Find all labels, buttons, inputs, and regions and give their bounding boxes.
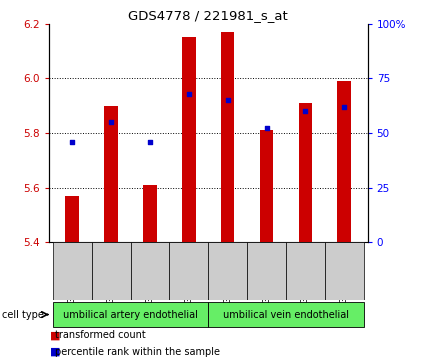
Bar	[325, 242, 364, 300]
Bar	[260, 130, 273, 242]
Bar	[182, 37, 196, 242]
Text: percentile rank within the sample: percentile rank within the sample	[55, 347, 220, 357]
Text: ■: ■	[50, 347, 60, 357]
Text: cell type: cell type	[2, 310, 44, 319]
Bar	[53, 242, 92, 300]
Bar	[221, 32, 235, 242]
Bar	[170, 242, 208, 300]
Bar	[299, 103, 312, 242]
Bar	[104, 106, 118, 242]
Bar	[208, 302, 364, 327]
Point	[224, 97, 231, 103]
Point	[69, 139, 76, 144]
Text: transformed count: transformed count	[55, 330, 145, 340]
Text: ■: ■	[50, 330, 60, 340]
Bar	[130, 242, 170, 300]
Bar	[208, 242, 247, 300]
Bar	[65, 196, 79, 242]
Point	[147, 139, 153, 144]
Text: umbilical vein endothelial: umbilical vein endothelial	[223, 310, 349, 319]
Point	[108, 119, 114, 125]
Title: GDS4778 / 221981_s_at: GDS4778 / 221981_s_at	[128, 9, 288, 23]
Point	[185, 91, 192, 97]
Bar	[337, 81, 351, 242]
Point	[263, 126, 270, 131]
Point	[341, 104, 348, 110]
Point	[302, 108, 309, 114]
Bar	[247, 242, 286, 300]
Bar	[53, 302, 208, 327]
Bar	[143, 185, 157, 242]
Bar	[286, 242, 325, 300]
Text: umbilical artery endothelial: umbilical artery endothelial	[63, 310, 198, 319]
Bar	[92, 242, 130, 300]
